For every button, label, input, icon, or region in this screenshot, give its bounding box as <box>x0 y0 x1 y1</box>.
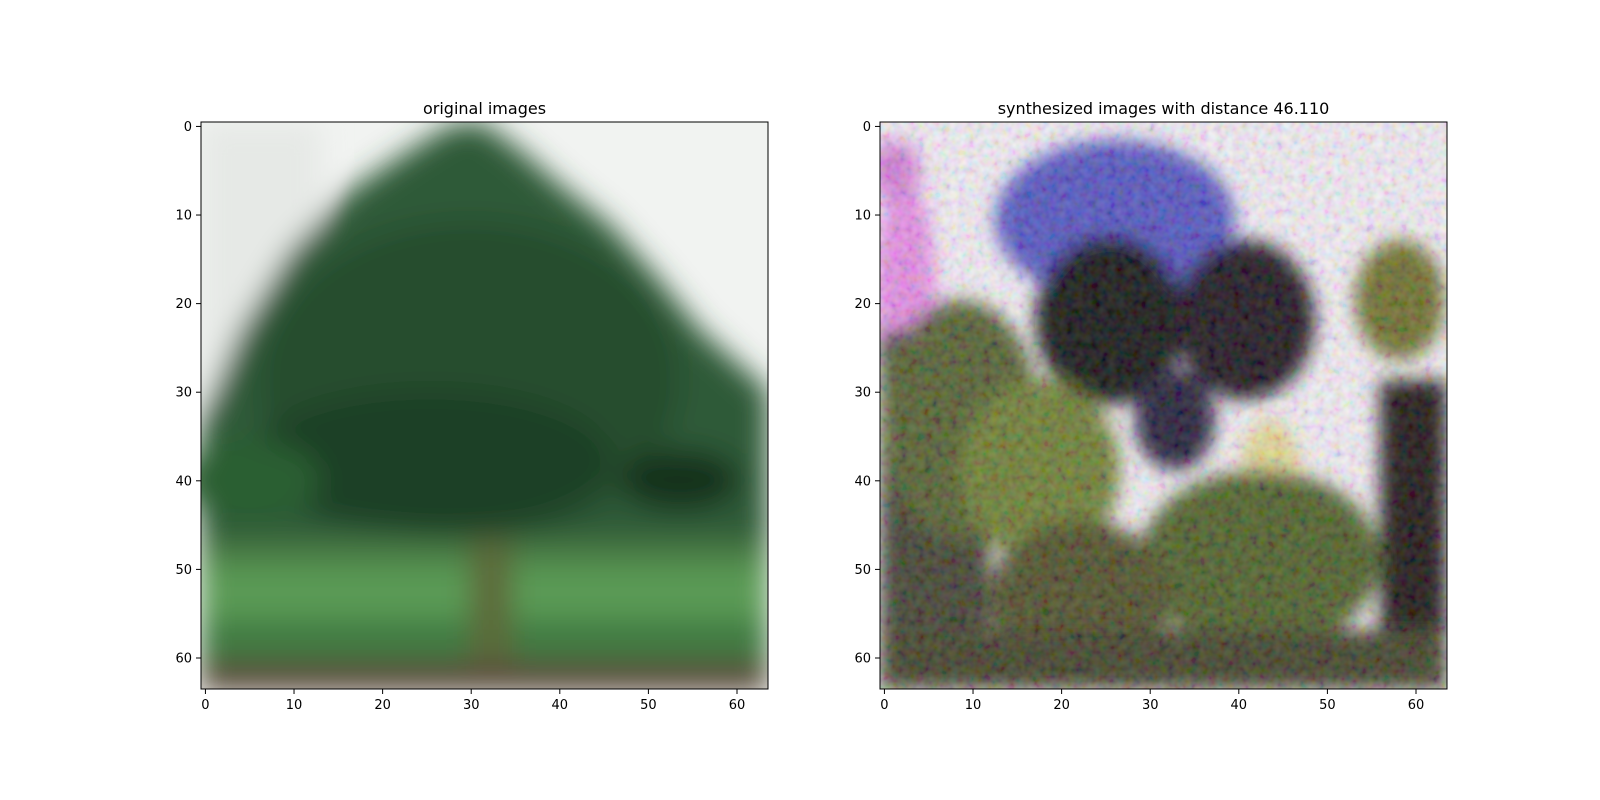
x-tick-label: 60 <box>1408 698 1425 713</box>
y-tick-label: 0 <box>184 120 192 135</box>
y-tick-label: 40 <box>175 474 192 489</box>
y-tick-label: 40 <box>854 474 871 489</box>
y-tick-label: 10 <box>175 209 192 224</box>
x-tick-label: 60 <box>729 698 746 713</box>
x-tick-label: 50 <box>640 698 657 713</box>
panel-title: synthesized images with distance 46.110 <box>998 99 1330 118</box>
y-tick-label: 20 <box>175 297 192 312</box>
x-tick-label: 10 <box>965 698 982 713</box>
x-tick-label: 20 <box>1053 698 1070 713</box>
x-tick-label: 30 <box>463 698 480 713</box>
x-tick-label: 0 <box>201 698 209 713</box>
x-tick-label: 40 <box>552 698 569 713</box>
x-tick-label: 10 <box>286 698 303 713</box>
x-tick-label: 40 <box>1231 698 1248 713</box>
panel-original: original images <box>175 99 768 713</box>
original-image <box>180 122 768 692</box>
y-tick-label: 30 <box>854 386 871 401</box>
x-tick-label: 30 <box>1142 698 1159 713</box>
x-tick-label: 20 <box>374 698 391 713</box>
y-tick-label: 60 <box>175 651 192 666</box>
y-tick-label: 30 <box>175 386 192 401</box>
synthesized-image <box>870 122 1447 690</box>
y-tick-label: 60 <box>854 651 871 666</box>
y-tick-label: 0 <box>863 120 871 135</box>
y-tick-label: 20 <box>854 297 871 312</box>
panel-title: original images <box>423 99 546 118</box>
x-tick-label: 50 <box>1319 698 1336 713</box>
y-tick-label: 50 <box>175 563 192 578</box>
x-tick-label: 0 <box>880 698 888 713</box>
panel-synthesized: synthesized images with distance 46.110 <box>854 99 1447 713</box>
y-tick-label: 10 <box>854 209 871 224</box>
y-tick-label: 50 <box>854 563 871 578</box>
